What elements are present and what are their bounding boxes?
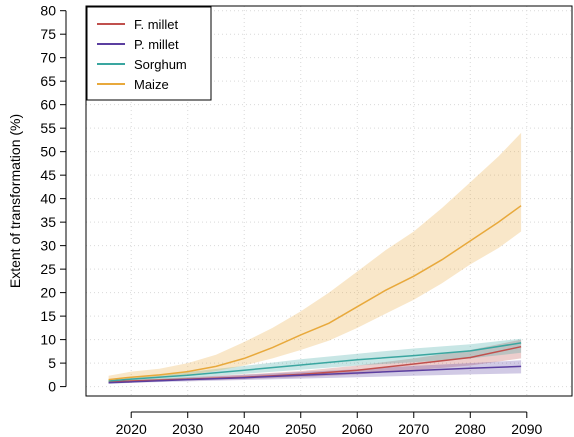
x-tick-label: 2090 xyxy=(511,421,542,437)
y-tick-label: 55 xyxy=(40,120,56,136)
y-tick-label: 35 xyxy=(40,214,56,230)
series-line-sorghum xyxy=(108,342,522,382)
y-tick-label: 70 xyxy=(40,50,56,66)
legend-label: Maize xyxy=(134,77,169,92)
x-tick-label: 2050 xyxy=(285,421,316,437)
y-tick-label: 5 xyxy=(48,355,56,371)
x-tick-label: 2020 xyxy=(116,421,147,437)
series-line-p-millet xyxy=(108,365,522,384)
y-tick-label: 45 xyxy=(40,167,56,183)
legend-label: Sorghum xyxy=(134,57,187,72)
y-tick-label: 20 xyxy=(40,285,56,301)
legend-label: F. millet xyxy=(134,17,178,32)
confidence-bands xyxy=(108,132,522,384)
legend: F. millet P. millet Sorghum Maize xyxy=(86,6,212,101)
y-tick-label: 50 xyxy=(40,144,56,160)
x-tick-label: 2080 xyxy=(455,421,486,437)
y-tick-label: 25 xyxy=(40,261,56,277)
band-maize xyxy=(108,132,522,382)
plot-frame xyxy=(85,5,573,397)
y-tick-label: 10 xyxy=(40,332,56,348)
x-tick-label: 2040 xyxy=(229,421,260,437)
x-tick-label: 2030 xyxy=(172,421,203,437)
y-tick-label: 0 xyxy=(48,379,56,395)
band-sorghum xyxy=(108,338,522,383)
legend-label: P. millet xyxy=(134,37,179,52)
y-tick-label: 15 xyxy=(40,308,56,324)
series-line-f-millet xyxy=(108,345,522,383)
y-tick-label: 30 xyxy=(40,238,56,254)
y-tick-label: 60 xyxy=(40,97,56,113)
y-tick-label: 65 xyxy=(40,73,56,89)
y-tick-label: 80 xyxy=(40,3,56,19)
series-line-maize xyxy=(108,205,522,381)
y-axis-title: Extent of transformation (%) xyxy=(7,114,23,288)
x-tick-label: 2060 xyxy=(342,421,373,437)
x-tick-label: 2070 xyxy=(398,421,429,437)
axes: 0 5 10 15 20 25 30 35 40 45 50 55 60 65 70 75 80 2020 2030… xyxy=(40,3,542,437)
y-tick-label: 75 xyxy=(40,26,56,42)
y-tick-label: 40 xyxy=(40,191,56,207)
series-lines xyxy=(108,205,522,384)
